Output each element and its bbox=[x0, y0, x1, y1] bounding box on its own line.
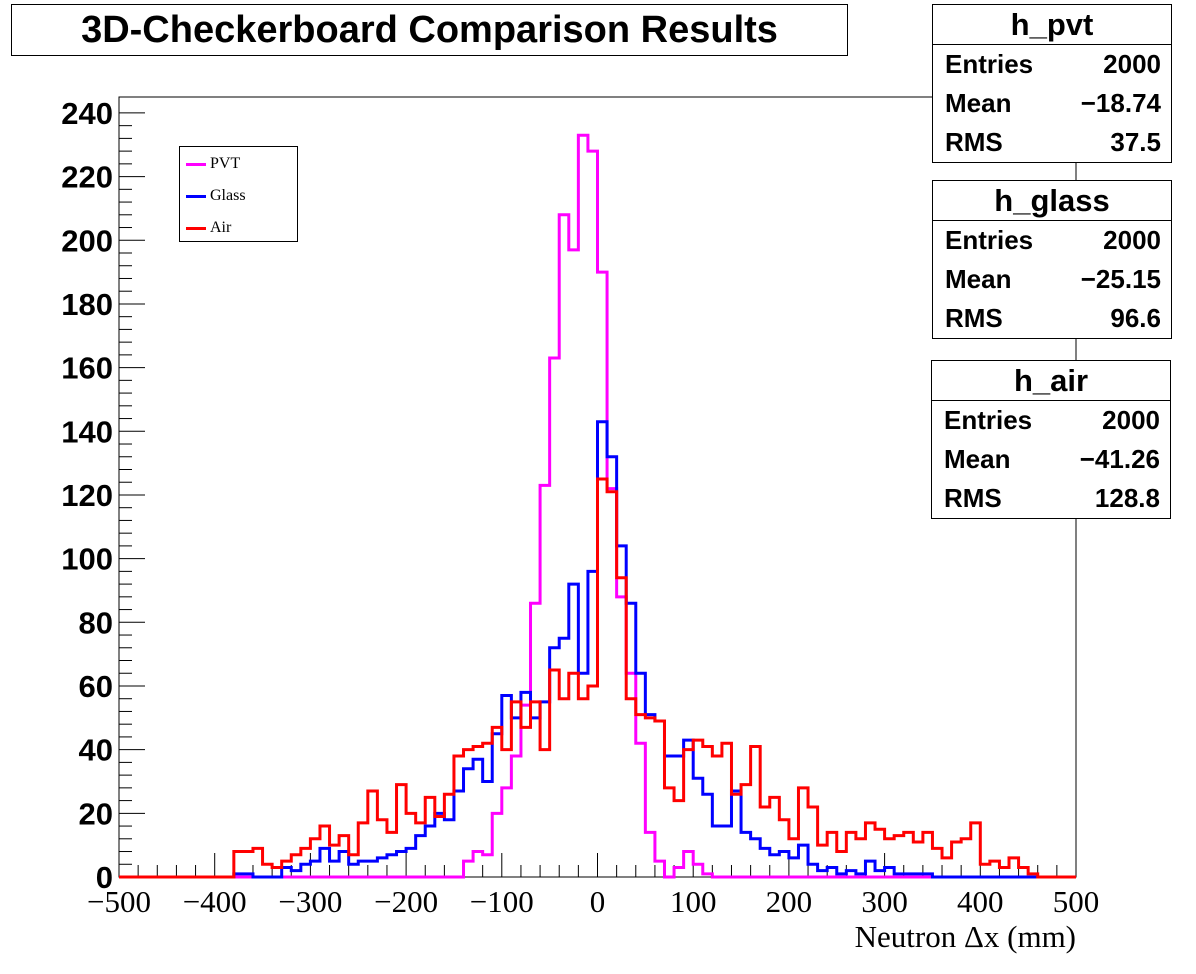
x-tick-label: 400 bbox=[957, 884, 1004, 919]
x-tick-label: 300 bbox=[861, 884, 908, 919]
y-tick-label: 100 bbox=[61, 542, 113, 577]
stats-entries-value: 2000 bbox=[1102, 405, 1160, 435]
y-tick-label: 120 bbox=[61, 478, 113, 513]
stats-mean-label: Mean bbox=[944, 444, 1011, 474]
legend-label: Glass bbox=[210, 187, 246, 204]
stats-box-name: h_air bbox=[932, 361, 1170, 401]
y-tick-label: 80 bbox=[79, 605, 113, 640]
legend-entry-pvt: PVT bbox=[186, 155, 240, 173]
y-tick-label: 0 bbox=[96, 860, 113, 895]
y-axis-ticks: 0 20 40 60 80 100 120 140 160 180 200 220 240 bbox=[61, 96, 145, 895]
legend-swatch bbox=[186, 194, 206, 198]
stats-box-name: h_pvt bbox=[933, 5, 1171, 45]
legend-swatch bbox=[186, 226, 206, 230]
x-tick-label: 500 bbox=[1053, 884, 1100, 919]
stats-rms-label: RMS bbox=[944, 483, 1002, 513]
legend-entry-glass: Glass bbox=[186, 187, 246, 205]
stats-rms-row: RMS 37.5 bbox=[933, 123, 1171, 162]
stats-mean-label: Mean bbox=[945, 264, 1012, 294]
y-tick-label: 200 bbox=[61, 223, 113, 258]
stats-mean-row: Mean −18.74 bbox=[933, 84, 1171, 123]
x-tick-label: −300 bbox=[278, 884, 342, 919]
stats-box-pvt: h_pvt Entries 2000 Mean −18.74 RMS 37.5 bbox=[932, 4, 1172, 163]
stats-mean-value: −18.74 bbox=[1080, 88, 1161, 118]
x-tick-label: 200 bbox=[766, 884, 813, 919]
y-tick-label: 140 bbox=[61, 414, 113, 449]
stats-rms-value: 96.6 bbox=[1110, 303, 1161, 333]
stats-rms-row: RMS 128.8 bbox=[932, 479, 1170, 518]
x-axis-ticks: −500 −400 −300 −200 −100 0 100 200 300 400 500 bbox=[87, 853, 1099, 919]
series-layer bbox=[119, 133, 1076, 879]
y-tick-label: 160 bbox=[61, 351, 113, 386]
x-axis-label: Neutron Δx (mm) bbox=[855, 919, 1076, 954]
stats-entries-label: Entries bbox=[945, 49, 1034, 79]
stats-mean-row: Mean −25.15 bbox=[933, 260, 1171, 299]
stats-entries-row: Entries 2000 bbox=[933, 221, 1171, 260]
stats-box-name: h_glass bbox=[933, 181, 1171, 221]
x-tick-label: −500 bbox=[87, 884, 151, 919]
stats-rms-label: RMS bbox=[945, 127, 1003, 157]
legend-label: PVT bbox=[210, 155, 241, 172]
stats-mean-row: Mean −41.26 bbox=[932, 440, 1170, 479]
x-tick-label: 0 bbox=[590, 884, 606, 919]
y-tick-label: 180 bbox=[61, 287, 113, 322]
chart-title: 3D-Checkerboard Comparison Results bbox=[11, 4, 848, 56]
stats-mean-value: −25.15 bbox=[1080, 264, 1161, 294]
x-tick-label: 100 bbox=[670, 884, 717, 919]
stats-entries-row: Entries 2000 bbox=[932, 401, 1170, 440]
series-glass-histogram bbox=[119, 420, 1076, 879]
legend-swatch bbox=[186, 162, 206, 166]
stats-entries-label: Entries bbox=[945, 225, 1034, 255]
stats-entries-row: Entries 2000 bbox=[933, 45, 1171, 84]
legend: PVT Glass Air bbox=[179, 146, 298, 242]
x-tick-label: −100 bbox=[470, 884, 534, 919]
x-tick-label: −400 bbox=[183, 884, 247, 919]
stats-entries-value: 2000 bbox=[1103, 49, 1161, 79]
stats-rms-label: RMS bbox=[945, 303, 1003, 333]
series-air-histogram bbox=[119, 477, 1076, 879]
stats-rms-value: 37.5 bbox=[1110, 127, 1161, 157]
x-tick-label: −200 bbox=[374, 884, 438, 919]
stats-mean-label: Mean bbox=[945, 88, 1012, 118]
legend-label: Air bbox=[210, 219, 232, 236]
y-tick-label: 40 bbox=[79, 733, 113, 768]
stats-box-glass: h_glass Entries 2000 Mean −25.15 RMS 96.6 bbox=[932, 180, 1172, 339]
stats-rms-row: RMS 96.6 bbox=[933, 299, 1171, 338]
series-pvt-histogram bbox=[119, 133, 1076, 879]
stats-mean-value: −41.26 bbox=[1079, 444, 1160, 474]
stats-rms-value: 128.8 bbox=[1094, 483, 1160, 513]
stats-box-air: h_air Entries 2000 Mean −41.26 RMS 128.8 bbox=[931, 360, 1171, 519]
y-tick-label: 220 bbox=[61, 160, 113, 195]
y-tick-label: 20 bbox=[79, 796, 113, 831]
y-tick-label: 60 bbox=[79, 669, 113, 704]
stats-entries-value: 2000 bbox=[1103, 225, 1161, 255]
y-tick-label: 240 bbox=[61, 96, 113, 131]
legend-entry-air: Air bbox=[186, 219, 231, 237]
stats-entries-label: Entries bbox=[944, 405, 1033, 435]
